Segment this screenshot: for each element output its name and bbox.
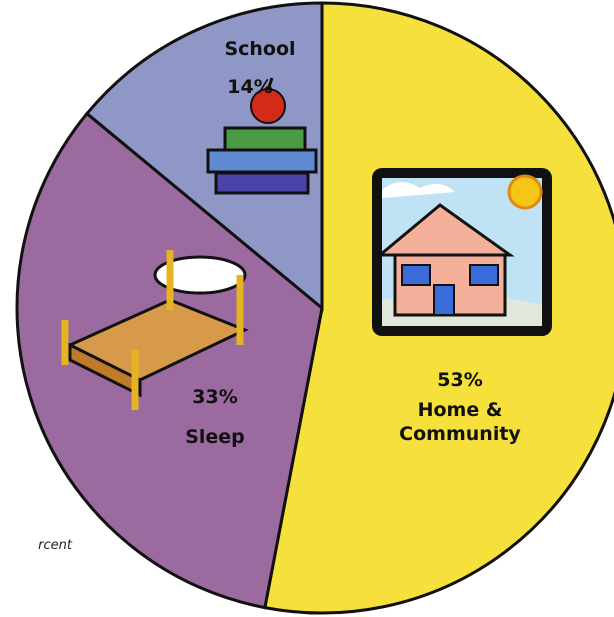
slice-label: Sleep (185, 426, 245, 448)
house-icon (372, 168, 552, 336)
value-label: 14% (227, 76, 273, 98)
value-label: 53% (437, 369, 483, 391)
pie-slice (84, 1, 324, 312)
illustrations (61, 77, 552, 410)
bed-icon (61, 250, 249, 410)
value-label: 33% (192, 386, 238, 408)
slice-label: Home & Community (399, 399, 521, 445)
school-icon (206, 77, 318, 195)
note: rcent (38, 538, 72, 553)
slice-label: School (224, 38, 296, 60)
